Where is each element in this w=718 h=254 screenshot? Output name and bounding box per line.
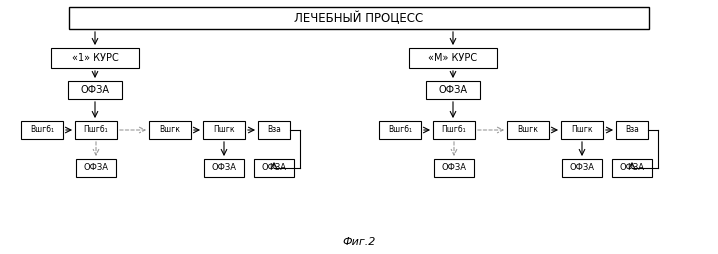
Text: ОФЗА: ОФЗА: [620, 164, 645, 172]
Text: Вшгб₁: Вшгб₁: [388, 125, 412, 135]
Bar: [258, 121, 290, 139]
Text: Пшгк: Пшгк: [213, 125, 235, 135]
Text: ОФЗА: ОФЗА: [212, 164, 236, 172]
Bar: [51, 48, 139, 68]
Bar: [204, 159, 244, 177]
Text: Вза: Вза: [267, 125, 281, 135]
Bar: [426, 81, 480, 99]
Text: Пшгк: Пшгк: [572, 125, 593, 135]
Text: ОФЗА: ОФЗА: [80, 85, 110, 95]
Bar: [69, 7, 649, 29]
Text: ЛЕЧЕБНЫЙ ПРОЦЕСС: ЛЕЧЕБНЫЙ ПРОЦЕСС: [294, 11, 424, 25]
Text: Вшгк: Вшгк: [159, 125, 180, 135]
Bar: [68, 81, 122, 99]
Text: «1» КУРС: «1» КУРС: [72, 53, 118, 63]
Text: Пшгб₁: Пшгб₁: [442, 125, 466, 135]
Text: ОФЗА: ОФЗА: [442, 164, 467, 172]
Text: ОФЗА: ОФЗА: [261, 164, 286, 172]
Bar: [434, 159, 474, 177]
Text: ОФЗА: ОФЗА: [439, 85, 467, 95]
Bar: [379, 121, 421, 139]
Bar: [507, 121, 549, 139]
Text: Пшгб₁: Пшгб₁: [84, 125, 108, 135]
Bar: [254, 159, 294, 177]
Text: Фиг.2: Фиг.2: [342, 237, 376, 247]
Bar: [561, 121, 603, 139]
Bar: [203, 121, 245, 139]
Text: «M» КУРС: «M» КУРС: [429, 53, 477, 63]
Text: Вшгк: Вшгк: [518, 125, 538, 135]
Text: ОФЗА: ОФЗА: [83, 164, 108, 172]
Bar: [612, 159, 652, 177]
Bar: [433, 121, 475, 139]
Bar: [75, 121, 117, 139]
Bar: [76, 159, 116, 177]
Bar: [149, 121, 191, 139]
Text: ОФЗА: ОФЗА: [569, 164, 595, 172]
Bar: [21, 121, 63, 139]
Bar: [616, 121, 648, 139]
Text: Вза: Вза: [625, 125, 639, 135]
Bar: [409, 48, 497, 68]
Text: Вшгб₁: Вшгб₁: [30, 125, 54, 135]
Bar: [562, 159, 602, 177]
